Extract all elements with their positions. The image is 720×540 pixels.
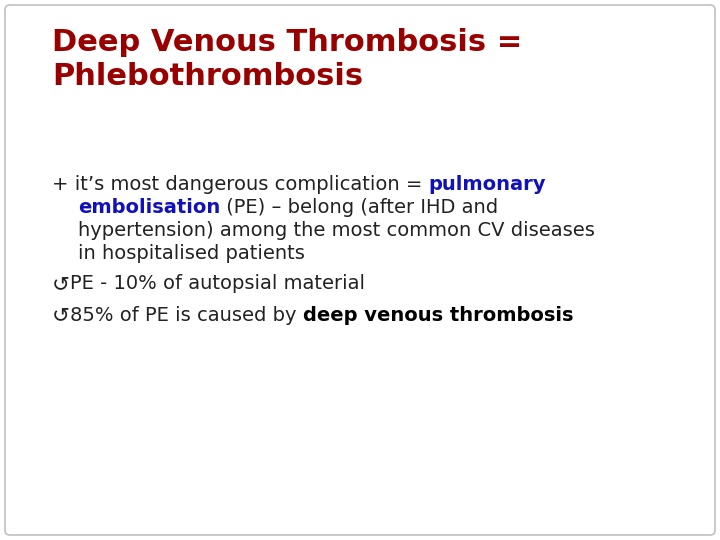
FancyBboxPatch shape <box>5 5 715 535</box>
Text: deep venous thrombosis: deep venous thrombosis <box>302 306 573 325</box>
Text: (PE) – belong (after IHD and: (PE) – belong (after IHD and <box>220 198 498 217</box>
Text: 85% of PE is caused by: 85% of PE is caused by <box>70 306 302 325</box>
Text: + it’s most dangerous complication =: + it’s most dangerous complication = <box>52 175 428 194</box>
Text: ↺: ↺ <box>52 306 70 326</box>
Text: in hospitalised patients: in hospitalised patients <box>78 244 305 264</box>
Text: PE - 10% of autopsial material: PE - 10% of autopsial material <box>70 274 365 293</box>
Text: hypertension) among the most common CV diseases: hypertension) among the most common CV d… <box>78 221 595 240</box>
Text: Deep Venous Thrombosis =: Deep Venous Thrombosis = <box>52 28 523 57</box>
Text: pulmonary: pulmonary <box>428 175 546 194</box>
Text: ↺: ↺ <box>52 274 70 294</box>
Text: Phlebothrombosis: Phlebothrombosis <box>52 62 363 91</box>
Text: embolisation: embolisation <box>78 198 220 217</box>
